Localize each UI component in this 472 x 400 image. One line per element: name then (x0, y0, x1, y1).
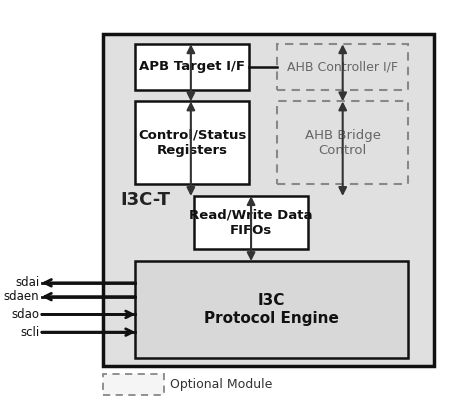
Bar (277, 44, 408, 90)
Text: APB Target I/F: APB Target I/F (139, 60, 245, 73)
Bar (103, 34, 434, 366)
Bar (135, 261, 408, 358)
Text: sdai: sdai (15, 276, 40, 289)
Text: AHB Bridge
Control: AHB Bridge Control (305, 129, 381, 157)
Text: sdao: sdao (11, 308, 40, 321)
Text: I3C
Protocol Engine: I3C Protocol Engine (204, 293, 339, 326)
Text: scli: scli (20, 326, 40, 339)
Bar (135, 101, 249, 184)
Text: Control/Status
Registers: Control/Status Registers (138, 129, 246, 157)
Text: sdaen: sdaen (4, 290, 40, 303)
Text: Optional Module: Optional Module (170, 378, 273, 391)
Text: AHB Controller I/F: AHB Controller I/F (287, 60, 398, 73)
Bar (277, 101, 408, 184)
Bar (135, 44, 249, 90)
Bar (194, 196, 308, 249)
Bar (103, 374, 164, 395)
Text: Read/Write Data
FIFOs: Read/Write Data FIFOs (189, 209, 313, 237)
Text: I3C-T: I3C-T (120, 191, 170, 209)
